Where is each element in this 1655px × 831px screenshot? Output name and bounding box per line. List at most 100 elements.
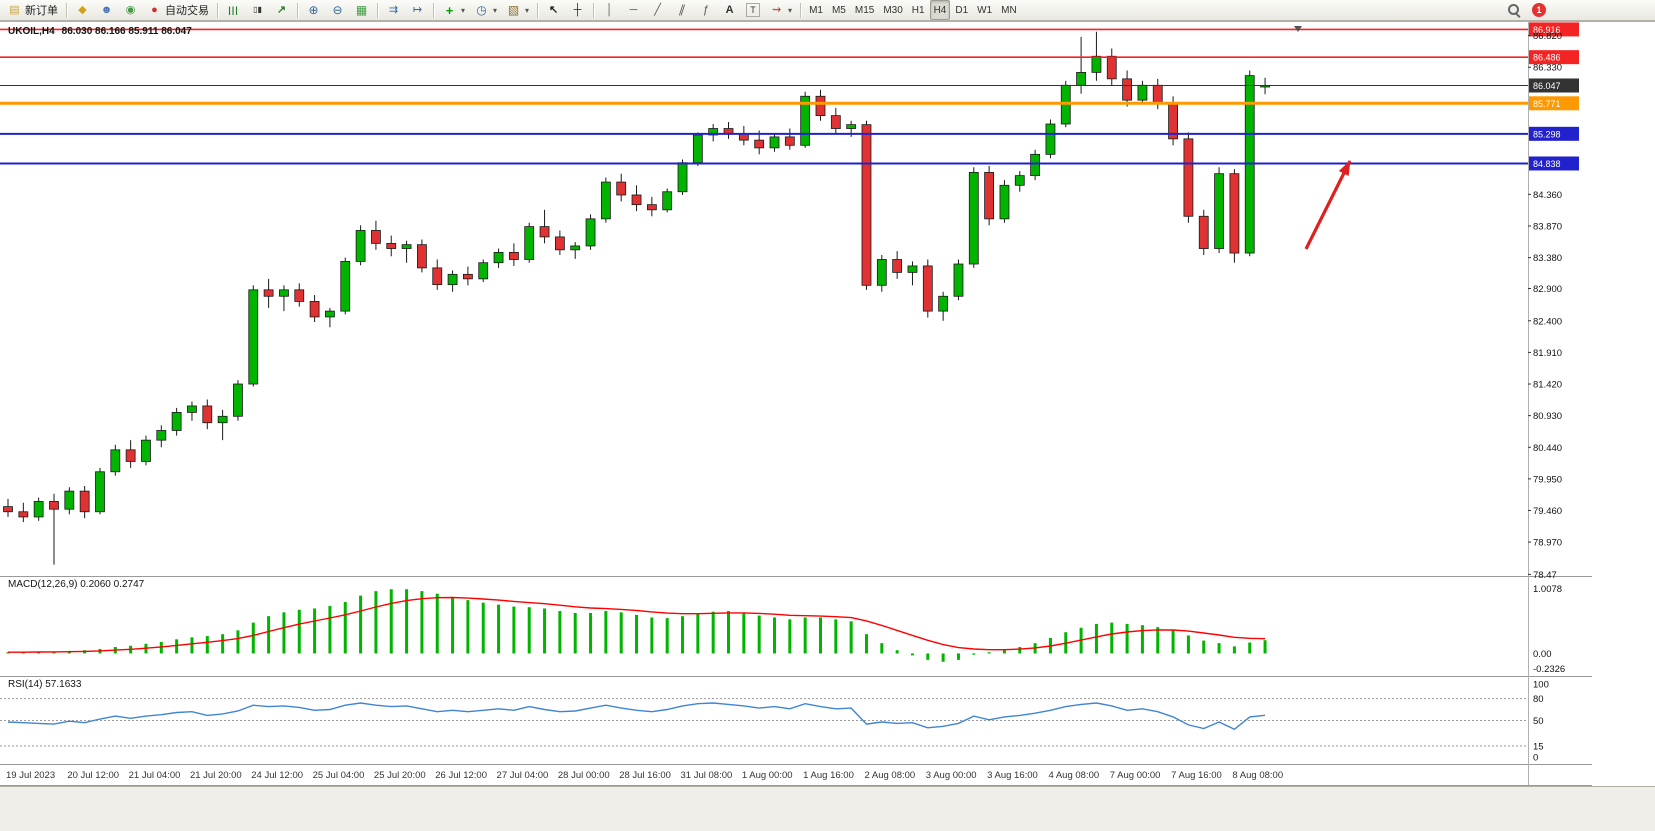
tf-MN-label: MN (1001, 4, 1017, 16)
toolbar-separator (433, 2, 434, 18)
tf-H4-button[interactable]: H4 (929, 0, 951, 20)
chart-canvas[interactable]: 86.91686.48686.04785.77185.29884.83886.8… (0, 21, 1655, 786)
zoom-in-button[interactable] (302, 0, 325, 20)
svg-text:1.0078: 1.0078 (1533, 584, 1562, 595)
indicators-icon (442, 3, 457, 18)
candle-chart-mode-button[interactable] (246, 0, 269, 20)
templates-button[interactable]: ▾ (502, 0, 533, 20)
fibo-tool-button[interactable] (694, 0, 717, 20)
tf-D1-label: D1 (955, 4, 969, 16)
toolbar: 新订单 自动交易 ▾ ▾ ▾ ▾ M1 M5 M15 M30 H1 H4 D1 W1 MN 1 (0, 0, 1655, 21)
price-line-label-86.486 (1529, 50, 1579, 65)
svg-text:20 Jul 12:00: 20 Jul 12:00 (67, 770, 119, 781)
hline-icon (626, 3, 641, 18)
svg-text:2 Aug 08:00: 2 Aug 08:00 (864, 770, 915, 781)
toolbar-separator (593, 2, 595, 18)
svg-text:-0.2326: -0.2326 (1533, 664, 1565, 675)
zoom-out-icon (330, 3, 345, 18)
bar-chart-mode-button[interactable] (222, 0, 245, 20)
svg-text:1 Aug 00:00: 1 Aug 00:00 (742, 770, 793, 781)
clock-icon (474, 3, 489, 18)
price-line-label-85.771 (1529, 96, 1579, 111)
charts-list-button[interactable] (71, 0, 94, 20)
search-button[interactable] (1504, 0, 1525, 20)
signal-icon (123, 3, 138, 18)
indicators-button[interactable]: ▾ (438, 0, 469, 20)
zoom-in-icon (306, 3, 321, 18)
label-tool-button[interactable] (742, 0, 764, 20)
price-line-label-85.298 (1529, 126, 1579, 141)
auto-trading-label: 自动交易 (165, 5, 209, 17)
svg-text:50: 50 (1533, 716, 1544, 727)
arrows-tool-button[interactable]: ▾ (765, 0, 796, 20)
auto-trading-button[interactable]: 自动交易 (143, 0, 213, 20)
svg-text:82.900: 82.900 (1533, 284, 1562, 295)
tf-MN-button[interactable]: MN (997, 0, 1021, 20)
periods-button[interactable]: ▾ (470, 0, 501, 20)
arrows-icon (769, 3, 784, 18)
cursor-tool-button[interactable] (542, 0, 565, 20)
tf-H1-button[interactable]: H1 (908, 0, 929, 20)
trendline-icon (650, 3, 665, 18)
chart-shift-marker[interactable] (1294, 26, 1302, 32)
dropdown-caret-icon: ▾ (525, 5, 530, 15)
chart-shift-icon (410, 3, 425, 18)
tf-M15-button[interactable]: M15 (851, 0, 878, 20)
template-icon (506, 3, 521, 18)
connection-button[interactable] (119, 0, 142, 20)
svg-text:21 Jul 04:00: 21 Jul 04:00 (129, 770, 181, 781)
svg-text:79.460: 79.460 (1533, 506, 1562, 517)
zoom-out-button[interactable] (326, 0, 349, 20)
trend-arrow-annotation[interactable] (1304, 158, 1355, 250)
svg-text:25 Jul 04:00: 25 Jul 04:00 (313, 770, 365, 781)
toolbar-right-group: 1 (1504, 0, 1652, 20)
price-line-label-text: 84.838 (1533, 159, 1561, 169)
tf-W1-button[interactable]: W1 (973, 0, 996, 20)
rsi-line (7, 702, 1266, 731)
toolbar-separator (297, 2, 298, 18)
svg-text:83.380: 83.380 (1533, 253, 1562, 264)
svg-text:3 Aug 00:00: 3 Aug 00:00 (926, 770, 977, 781)
tile-windows-button[interactable] (350, 0, 373, 20)
crosshair-tool-button[interactable] (566, 0, 589, 20)
hline-tool-button[interactable] (622, 0, 645, 20)
time-axis[interactable]: 19 Jul 2023 20 Jul 12:00 21 Jul 04:00 21 Ju… (6, 770, 1283, 781)
autotrade-icon (147, 3, 162, 18)
svg-text:28 Jul 00:00: 28 Jul 00:00 (558, 770, 610, 781)
line-chart-mode-button[interactable] (270, 0, 293, 20)
tf-H1-label: H1 (911, 4, 925, 16)
tf-M1-label: M1 (809, 4, 823, 16)
rsi-level-lines (0, 698, 1528, 747)
vline-tool-button[interactable] (598, 0, 621, 20)
trendline-tool-button[interactable] (646, 0, 669, 20)
price-axis[interactable]: 86.820 86.330 84.360 83.870 83.380 82.900 82.4… (1528, 31, 1562, 581)
tf-M1-button[interactable]: M1 (805, 0, 827, 20)
tf-D1-button[interactable]: D1 (951, 0, 972, 20)
label-icon (746, 3, 761, 17)
chart-shift-button[interactable] (406, 0, 429, 20)
toolbar-separator (800, 2, 802, 18)
macd-axis[interactable]: 1.0078 0.00 -0.2326 (1533, 584, 1565, 675)
price-line-label-86.916 (1529, 22, 1579, 37)
profiles-button[interactable] (95, 0, 118, 20)
price-line-label-text: 85.771 (1533, 99, 1561, 109)
profile-icon (99, 3, 114, 18)
cursor-icon (546, 3, 561, 18)
notification-badge[interactable]: 1 (1532, 3, 1546, 17)
auto-scroll-button[interactable] (382, 0, 405, 20)
tf-M5-button[interactable]: M5 (828, 0, 850, 20)
text-tool-button[interactable] (718, 0, 741, 20)
svg-text:7 Aug 00:00: 7 Aug 00:00 (1110, 770, 1161, 781)
price-line-label-86.047 (1529, 78, 1579, 93)
svg-text:81.910: 81.910 (1533, 348, 1562, 359)
toolbar-separator (66, 2, 67, 18)
magnifier-icon (1508, 3, 1521, 17)
tf-M30-button[interactable]: M30 (879, 0, 906, 20)
channel-tool-button[interactable] (670, 0, 693, 20)
svg-text:100: 100 (1533, 680, 1549, 691)
price-line-label-text: 85.298 (1533, 129, 1561, 139)
rsi-axis[interactable]: 100 80 50 150 (1533, 680, 1549, 764)
toolbar-separator (217, 2, 218, 18)
new-order-button[interactable]: 新订单 (3, 0, 62, 20)
dropdown-caret-icon: ▾ (788, 5, 793, 15)
